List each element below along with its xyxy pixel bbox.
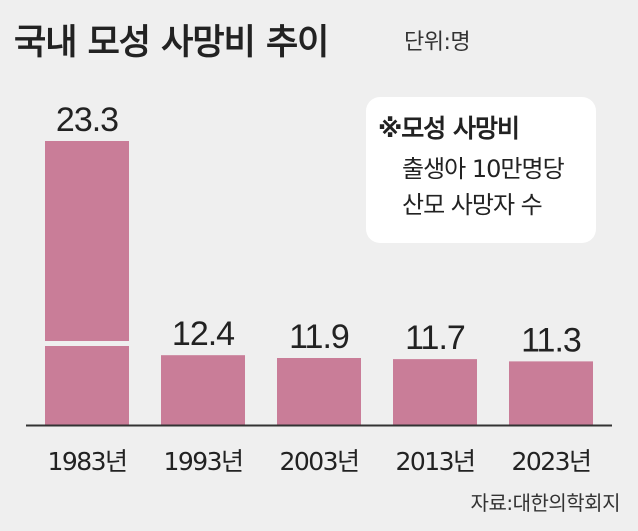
unit-label: 단위:명 bbox=[404, 30, 471, 55]
definition-note: ※모성 사망비 출생아 10만명당 산모 사망자 수 bbox=[366, 97, 596, 243]
bar bbox=[393, 359, 477, 425]
chart-title: 국내 모성 사망비 추이 bbox=[14, 23, 329, 63]
bar bbox=[45, 141, 129, 425]
axis-break-gap bbox=[44, 341, 130, 346]
x-tick-label: 2023년 bbox=[511, 447, 590, 476]
source-label: 자료:대한의학회지 bbox=[470, 491, 621, 515]
data-label: 11.3 bbox=[521, 321, 581, 359]
x-tick-label: 2013년 bbox=[395, 447, 474, 476]
bar bbox=[509, 361, 593, 425]
x-tick-label: 2003년 bbox=[279, 447, 358, 476]
data-label: 23.3 bbox=[56, 101, 118, 139]
bar bbox=[161, 355, 245, 425]
note-title: ※모성 사망비 bbox=[378, 114, 520, 143]
bar bbox=[277, 358, 361, 425]
data-label: 12.4 bbox=[172, 315, 234, 353]
x-tick-label: 1983년 bbox=[47, 447, 126, 476]
x-tick-label: 1993년 bbox=[163, 447, 242, 476]
note-line-2: 산모 사망자 수 bbox=[402, 191, 543, 219]
note-line-1: 출생아 10만명당 bbox=[402, 155, 565, 183]
data-label: 11.7 bbox=[405, 319, 465, 357]
data-label: 11.9 bbox=[289, 318, 349, 356]
